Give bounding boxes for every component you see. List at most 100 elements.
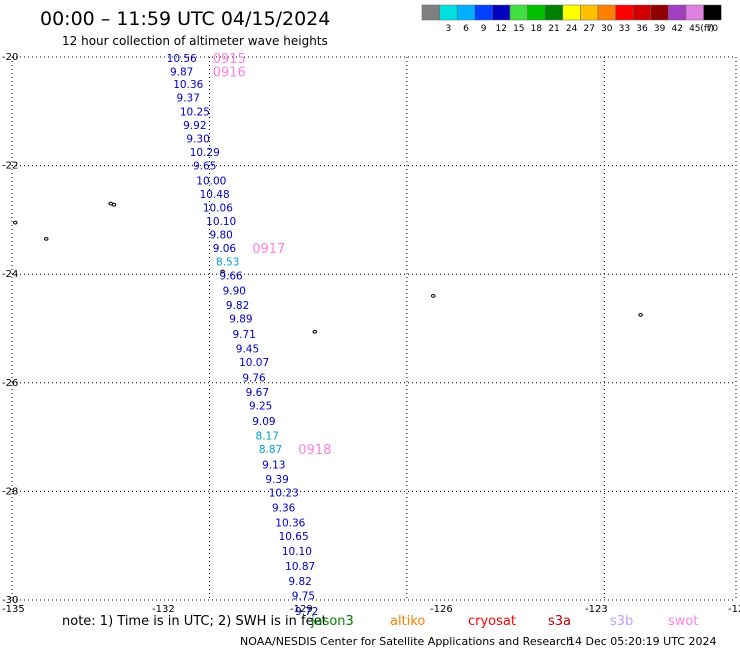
legend-swatch: [580, 4, 599, 21]
lat-tick-label: -22: [2, 161, 18, 172]
wave-height-value: 9.82: [288, 576, 311, 588]
wave-height-value: 9.13: [262, 459, 285, 471]
wave-height-value: 10.29: [190, 147, 220, 159]
wave-height-value: 8.17: [256, 430, 279, 442]
wave-height-value: 10.36: [275, 517, 305, 529]
wave-height-value: 9.67: [246, 387, 269, 399]
legend-swatch: [703, 4, 722, 21]
wave-height-value: 9.66: [219, 270, 243, 282]
lat-tick-label: -24: [2, 269, 18, 280]
legend-swatch: [421, 4, 440, 21]
legend-swatch: [439, 4, 458, 21]
satellite-name: s3a: [548, 614, 571, 629]
island-outline: [312, 329, 318, 334]
wave-height-value: 9.39: [265, 474, 288, 486]
legend-swatch: [474, 4, 493, 21]
legend-label: 6: [463, 24, 469, 34]
legend-label: 39: [654, 24, 666, 34]
island-outline: [638, 313, 643, 317]
legend-label: 9: [481, 24, 487, 34]
island-outline: [111, 202, 117, 207]
wave-height-value: 10.48: [200, 189, 230, 201]
legend-swatch: [509, 4, 528, 21]
lon-tick-label: -132: [152, 604, 175, 615]
lon-tick-label: -135: [2, 604, 25, 615]
wave-height-value: 9.71: [232, 329, 255, 341]
legend-label: 70: [707, 24, 719, 34]
lat-tick-label: -30: [2, 595, 18, 606]
wave-height-value: 10.87: [285, 561, 315, 573]
wave-height-value: 9.82: [226, 300, 249, 312]
wave-height-value: 8.87: [259, 444, 282, 456]
wave-height-value: 9.36: [272, 503, 296, 515]
lon-tick-label: -129: [290, 604, 313, 615]
wave-height-value: 10.25: [180, 106, 210, 118]
satellite-name: s3b: [610, 614, 633, 629]
wave-height-value: 9.45: [236, 344, 259, 356]
pass-time-label: 0915: [213, 52, 246, 67]
wave-height-value: 10.65: [279, 531, 309, 543]
wave-height-value: 9.37: [177, 93, 200, 105]
legend-swatch: [597, 4, 616, 21]
wave-height-value: 8.53: [216, 257, 239, 269]
wave-height-value: 10.23: [269, 487, 299, 499]
legend-label: 33: [619, 24, 630, 34]
legend-swatch: [632, 4, 652, 21]
legend-swatch: [492, 4, 511, 21]
legend-label: 30: [601, 24, 613, 34]
pass-time-labels: 0915091609170918002100210021002100200020…: [213, 52, 332, 458]
satellite-name: cryosat: [468, 614, 516, 629]
legend-label: 12: [495, 24, 506, 34]
wave-height-value: 10.07: [239, 357, 269, 369]
legend-label: 27: [583, 24, 594, 34]
page-subtitle: 12 hour collection of altimeter wave hei…: [62, 34, 328, 48]
wave-height-value: 9.89: [229, 314, 252, 326]
lon-tick-label: -124: [728, 604, 740, 615]
wave-height-value: 9.75: [292, 591, 315, 603]
legend-swatch: [668, 4, 687, 21]
page-title: 00:00 – 11:59 UTC 04/15/2024: [40, 8, 330, 30]
island-outline: [12, 220, 18, 225]
legend-swatch: [544, 4, 564, 21]
footer-note: note: 1) Time is in UTC; 2) SWH is in fe…: [62, 614, 327, 629]
wave-height-value: 9.76: [242, 372, 266, 384]
wave-height-value: 9.72: [295, 606, 318, 618]
satellite-name: jason3: [310, 614, 354, 629]
legend-label: 15: [513, 24, 524, 34]
wave-height-value: 9.80: [209, 230, 232, 242]
wave-height-value: 9.90: [223, 285, 246, 297]
wave-height-value: 9.87: [170, 67, 193, 79]
wave-height-value: 9.92: [183, 120, 206, 132]
wave-height-value: 10.56: [167, 53, 197, 65]
legend-label: 18: [531, 24, 543, 34]
satellite-legend: jason3 altiko cryosat s3a s3b swot: [310, 614, 698, 629]
legend-swatch: [527, 4, 546, 21]
footer-timestamp: 14 Dec 05:20:19 UTC 2024: [568, 635, 716, 648]
legend-label: 42: [671, 24, 682, 34]
legend-label: 45: [689, 24, 700, 34]
pass-time-label: 0917: [252, 242, 285, 257]
island-outline: [220, 269, 225, 274]
wave-height-value: 10.36: [173, 79, 203, 91]
legend-swatch: [650, 4, 669, 21]
wave-height-value: 9.30: [186, 133, 209, 145]
pass-time-label: 0916: [213, 66, 246, 81]
legend-label: 21: [548, 24, 559, 34]
legend-swatch: [685, 4, 704, 21]
legend-label: 3: [446, 24, 452, 34]
lon-tick-label: -123: [585, 604, 608, 615]
island-outline: [430, 294, 436, 298]
wave-height-value: 10.10: [206, 216, 236, 228]
wave-height-value: 9.09: [252, 416, 275, 428]
islands-layer: [12, 201, 643, 334]
wave-height-value: 9.65: [193, 161, 216, 173]
footer-credit: NOAA/NESDIS Center for Satellite Applica…: [240, 635, 573, 648]
legend-unit: (ft): [700, 24, 714, 34]
lat-tick-label: -26: [2, 378, 18, 389]
lat-tick-label: -28: [2, 486, 18, 497]
wave-height-value: 10.10: [282, 546, 312, 558]
legend-swatch: [456, 4, 476, 21]
wave-height-value: 9.25: [249, 401, 272, 413]
legend-swatch: [615, 4, 634, 21]
wave-height-tracks: 10.569.8710.369.3710.259.929.3010.299.65…: [167, 53, 319, 618]
